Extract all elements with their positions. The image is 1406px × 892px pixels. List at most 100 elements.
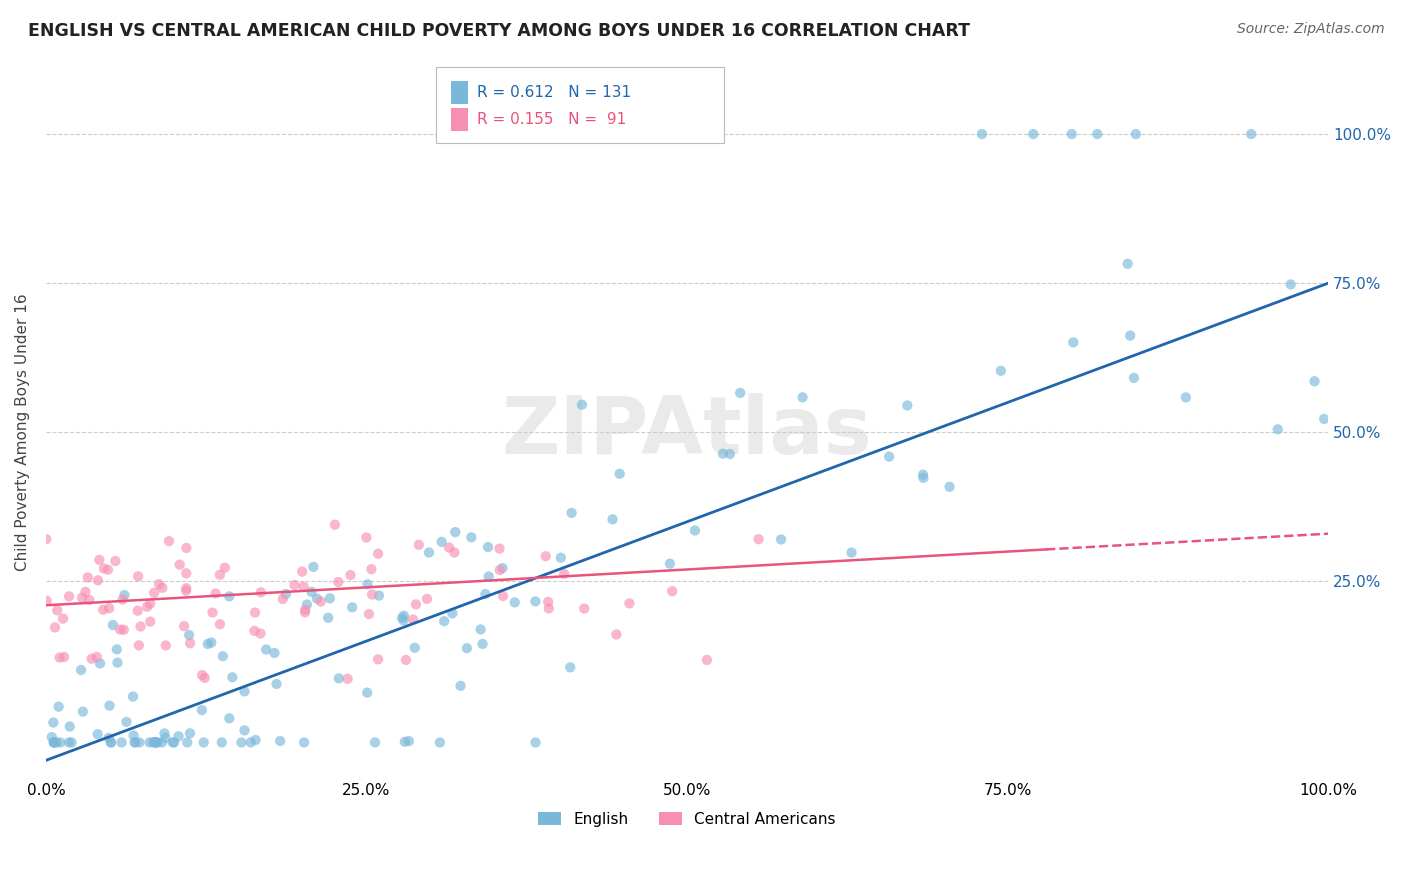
Point (328, 671, 350, 685)
Point (110, 735, 132, 749)
Point (100, 735, 122, 749)
Point (537, 595, 560, 609)
Point (60, 735, 83, 749)
Point (658, 557, 681, 571)
Point (127, 604, 149, 618)
Point (76, 570, 98, 584)
Point (367, 652, 389, 666)
Point (561, 506, 583, 520)
Point (292, 580, 315, 594)
Point (45, 735, 67, 749)
Point (302, 560, 325, 574)
Point (1279, 277, 1302, 292)
Point (368, 589, 391, 603)
Point (356, 577, 378, 591)
Point (249, 626, 271, 640)
Point (179, 636, 201, 650)
Point (174, 583, 197, 598)
Point (139, 597, 162, 611)
Point (1062, 335, 1084, 350)
Point (1060, 127, 1083, 141)
Point (392, 608, 415, 623)
Point (1122, 371, 1144, 385)
Point (391, 611, 413, 625)
Point (163, 735, 186, 749)
Point (450, 679, 472, 693)
Point (42, 715, 65, 730)
Point (105, 642, 128, 657)
Point (128, 638, 150, 652)
Point (218, 711, 240, 725)
Point (938, 480, 960, 494)
Point (792, 390, 814, 404)
Point (560, 660, 582, 674)
Point (316, 611, 339, 625)
Legend: English, Central Americans: English, Central Americans (533, 805, 842, 833)
Point (91, 603, 114, 617)
Point (398, 734, 420, 748)
Point (492, 589, 515, 603)
Point (328, 575, 350, 590)
Point (336, 672, 359, 686)
Point (524, 735, 547, 749)
Point (179, 726, 201, 740)
Point (97, 731, 120, 745)
Point (233, 684, 256, 698)
Point (72, 705, 94, 719)
Point (357, 607, 380, 621)
Point (145, 735, 167, 749)
Point (571, 398, 593, 412)
Point (150, 581, 173, 595)
Point (221, 670, 243, 684)
Point (1116, 257, 1139, 271)
Point (112, 623, 135, 637)
Point (138, 735, 160, 749)
Point (408, 538, 430, 552)
Point (263, 646, 285, 660)
Point (176, 735, 198, 749)
Point (402, 613, 425, 627)
Point (361, 588, 384, 602)
Point (416, 591, 439, 606)
Point (550, 550, 572, 565)
Point (233, 723, 256, 738)
Point (87, 574, 110, 588)
Point (86, 649, 108, 664)
Point (524, 594, 547, 608)
Point (143, 735, 166, 749)
Point (418, 545, 440, 559)
Point (93, 561, 115, 575)
Point (294, 603, 316, 617)
Point (101, 618, 124, 632)
Point (896, 399, 918, 413)
Point (200, 635, 222, 649)
Point (1240, 127, 1263, 141)
Point (990, 364, 1012, 378)
Point (89, 657, 111, 671)
Point (142, 735, 165, 749)
Point (155, 731, 177, 745)
Point (269, 734, 291, 748)
Text: ZIPAtlas: ZIPAtlas (502, 393, 873, 471)
Point (537, 601, 560, 615)
Point (35, 594, 58, 608)
Point (254, 642, 277, 657)
Point (356, 531, 378, 545)
Point (108, 623, 131, 637)
Point (127, 569, 149, 583)
Point (179, 628, 201, 642)
Point (970, 127, 993, 141)
Point (430, 534, 453, 549)
Point (145, 735, 167, 749)
Point (124, 735, 146, 749)
Point (605, 627, 627, 641)
Point (394, 735, 416, 749)
Point (1303, 374, 1326, 388)
Point (696, 653, 718, 667)
Point (129, 619, 152, 633)
Point (176, 541, 198, 555)
Point (98, 698, 121, 713)
Point (145, 735, 167, 749)
Point (503, 595, 526, 609)
Point (309, 594, 332, 608)
